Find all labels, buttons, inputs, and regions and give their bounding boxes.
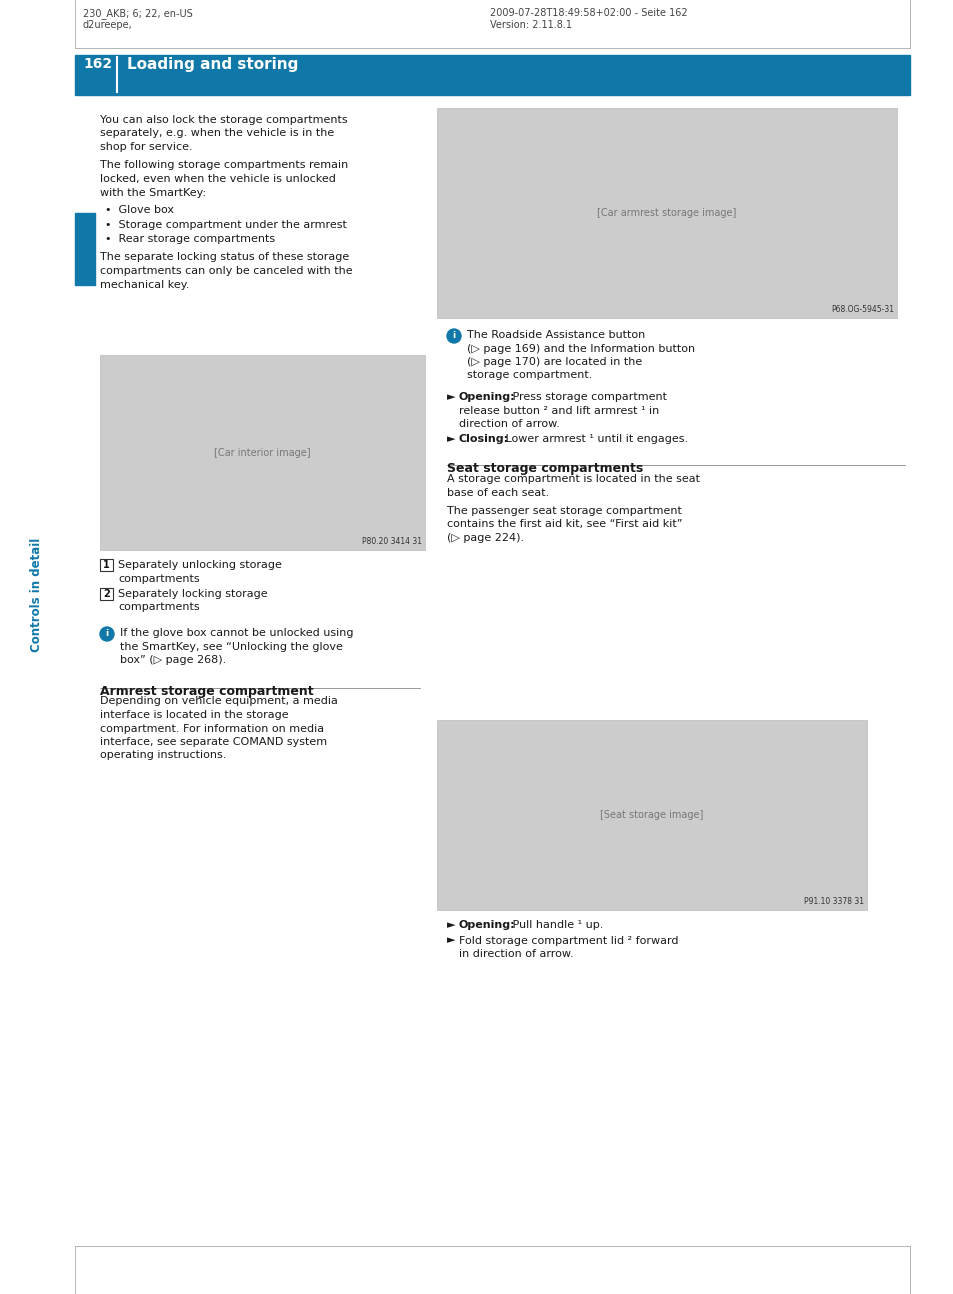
Text: The passenger seat storage compartment: The passenger seat storage compartment xyxy=(447,506,681,516)
Text: [Car interior image]: [Car interior image] xyxy=(214,448,311,458)
Text: compartment. For information on media: compartment. For information on media xyxy=(100,723,324,734)
Text: 162: 162 xyxy=(83,57,112,71)
Text: i: i xyxy=(106,629,109,638)
Text: P91.10 3378 31: P91.10 3378 31 xyxy=(803,897,863,906)
Text: P80.20 3414 31: P80.20 3414 31 xyxy=(361,537,421,546)
Text: compartments: compartments xyxy=(118,603,199,612)
Text: 2: 2 xyxy=(103,589,110,599)
Text: Closing:: Closing: xyxy=(458,435,509,445)
Text: Depending on vehicle equipment, a media: Depending on vehicle equipment, a media xyxy=(100,696,337,707)
Text: base of each seat.: base of each seat. xyxy=(447,488,549,497)
Text: interface, see separate COMAND system: interface, see separate COMAND system xyxy=(100,738,327,747)
Bar xyxy=(436,719,866,910)
Bar xyxy=(75,214,95,285)
Text: mechanical key.: mechanical key. xyxy=(100,280,190,290)
Circle shape xyxy=(447,329,460,343)
Text: 2009-07-28T18:49:58+02:00 - Seite 162: 2009-07-28T18:49:58+02:00 - Seite 162 xyxy=(490,8,687,18)
Text: Pull handle ¹ up.: Pull handle ¹ up. xyxy=(509,920,602,930)
Text: Separately locking storage: Separately locking storage xyxy=(118,589,268,599)
Text: compartments can only be canceled with the: compartments can only be canceled with t… xyxy=(100,267,353,276)
Text: [Seat storage image]: [Seat storage image] xyxy=(599,810,703,820)
Text: ►: ► xyxy=(447,392,455,402)
Bar xyxy=(100,355,424,550)
Text: If the glove box cannot be unlocked using: If the glove box cannot be unlocked usin… xyxy=(120,628,354,638)
FancyBboxPatch shape xyxy=(100,587,112,600)
Text: Opening:: Opening: xyxy=(458,392,515,402)
Text: contains the first aid kit, see “First aid kit”: contains the first aid kit, see “First a… xyxy=(447,519,681,529)
Text: •  Glove box: • Glove box xyxy=(105,204,173,215)
Text: direction of arrow.: direction of arrow. xyxy=(458,419,559,430)
Text: with the SmartKey:: with the SmartKey: xyxy=(100,188,206,198)
Text: Fold storage compartment lid ² forward: Fold storage compartment lid ² forward xyxy=(458,936,678,946)
Text: •  Rear storage compartments: • Rear storage compartments xyxy=(105,234,274,245)
Text: in direction of arrow.: in direction of arrow. xyxy=(458,949,573,959)
Text: the SmartKey, see “Unlocking the glove: the SmartKey, see “Unlocking the glove xyxy=(120,642,342,651)
Text: •  Storage compartment under the armrest: • Storage compartment under the armrest xyxy=(105,220,347,229)
Text: Separately unlocking storage: Separately unlocking storage xyxy=(118,560,281,569)
Text: i: i xyxy=(452,331,456,340)
Text: Press storage compartment: Press storage compartment xyxy=(509,392,666,402)
Text: Controls in detail: Controls in detail xyxy=(30,538,44,652)
Text: 1: 1 xyxy=(103,560,110,569)
Text: shop for service.: shop for service. xyxy=(100,142,193,151)
Text: box” (▷ page 268).: box” (▷ page 268). xyxy=(120,655,226,665)
Text: (▷ page 170) are located in the: (▷ page 170) are located in the xyxy=(467,357,641,367)
Text: Version: 2.11.8.1: Version: 2.11.8.1 xyxy=(490,19,572,30)
Bar xyxy=(436,107,896,318)
Text: operating instructions.: operating instructions. xyxy=(100,751,226,761)
Text: storage compartment.: storage compartment. xyxy=(467,370,592,380)
Text: compartments: compartments xyxy=(118,573,199,584)
Text: Loading and storing: Loading and storing xyxy=(127,57,298,72)
Text: interface is located in the storage: interface is located in the storage xyxy=(100,710,289,719)
Circle shape xyxy=(100,628,113,641)
Text: The Roadside Assistance button: The Roadside Assistance button xyxy=(467,330,644,340)
FancyBboxPatch shape xyxy=(100,559,112,571)
Text: ►: ► xyxy=(447,435,455,445)
Text: separately, e.g. when the vehicle is in the: separately, e.g. when the vehicle is in … xyxy=(100,128,334,138)
Text: Seat storage compartments: Seat storage compartments xyxy=(447,462,642,475)
Text: locked, even when the vehicle is unlocked: locked, even when the vehicle is unlocke… xyxy=(100,173,335,184)
Bar xyxy=(75,56,909,94)
Text: Lower armrest ¹ until it engages.: Lower armrest ¹ until it engages. xyxy=(501,435,687,445)
Text: (▷ page 169) and the Information button: (▷ page 169) and the Information button xyxy=(467,343,695,353)
Text: ►: ► xyxy=(447,920,455,930)
Text: P68.OG-5945-31: P68.OG-5945-31 xyxy=(830,305,893,314)
Text: ►: ► xyxy=(447,936,455,946)
Text: release button ² and lift armrest ¹ in: release button ² and lift armrest ¹ in xyxy=(458,405,659,415)
Text: The separate locking status of these storage: The separate locking status of these sto… xyxy=(100,252,349,263)
Text: Opening:: Opening: xyxy=(458,920,515,930)
Text: 230_AKB; 6; 22, en-US: 230_AKB; 6; 22, en-US xyxy=(83,8,193,19)
Text: A storage compartment is located in the seat: A storage compartment is located in the … xyxy=(447,474,700,484)
Text: You can also lock the storage compartments: You can also lock the storage compartmen… xyxy=(100,115,347,126)
Text: [Car armrest storage image]: [Car armrest storage image] xyxy=(597,208,736,217)
Text: The following storage compartments remain: The following storage compartments remai… xyxy=(100,160,348,171)
Text: Armrest storage compartment: Armrest storage compartment xyxy=(100,685,314,697)
Text: d2ureepe,: d2ureepe, xyxy=(83,19,132,30)
Text: (▷ page 224).: (▷ page 224). xyxy=(447,533,523,543)
